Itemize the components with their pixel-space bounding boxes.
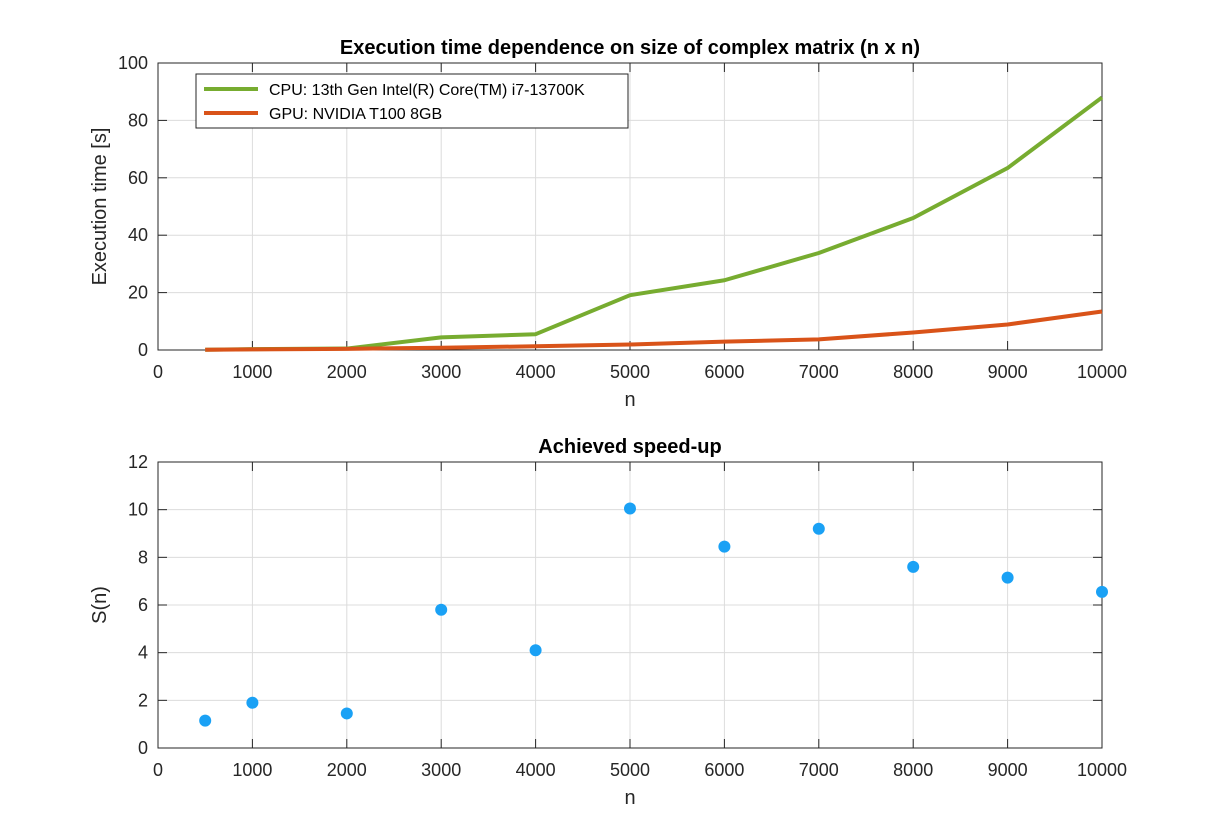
series-line-1 (205, 309, 1103, 352)
y-tick-label: 0 (138, 340, 148, 360)
y-tick-label: 40 (128, 225, 148, 245)
x-tick-label: 10000 (1077, 760, 1127, 780)
x-tick-label: 8000 (893, 362, 933, 382)
y-tick-label: 0 (138, 738, 148, 758)
x-tick-label: 7000 (799, 760, 839, 780)
data-point (812, 522, 825, 535)
x-tick-label: 9000 (988, 760, 1028, 780)
x-tick-label: 0 (153, 362, 163, 382)
x-tick-label: 0 (153, 760, 163, 780)
y-tick-label: 8 (138, 547, 148, 567)
x-axis-label: n (624, 787, 635, 809)
y-tick-label: 20 (128, 283, 148, 303)
y-tick-label: 12 (128, 452, 148, 472)
x-tick-label: 3000 (421, 760, 461, 780)
data-point (529, 644, 542, 657)
x-tick-label: 8000 (893, 760, 933, 780)
legend-label-1: GPU: NVIDIA T100 8GB (269, 106, 442, 123)
y-tick-label: 80 (128, 110, 148, 130)
data-point (907, 560, 920, 573)
x-tick-label: 2000 (327, 362, 367, 382)
data-point (1096, 585, 1108, 598)
x-tick-label: 6000 (704, 760, 744, 780)
x-axis-label: n (624, 389, 635, 411)
y-axis-label: Execution time [s] (89, 128, 111, 286)
x-tick-label: 6000 (704, 362, 744, 382)
speedup-plot: 0 1000 2000 3000 4000 5000 6000 7000 8000 9000 100… (89, 436, 1127, 809)
data-point (199, 714, 212, 727)
x-tick-label: 1000 (232, 760, 272, 780)
chart-title: Execution time dependence on size of com… (340, 37, 920, 59)
y-tick-label: 6 (138, 595, 148, 615)
y-tick-label: 10 (128, 500, 148, 520)
y-axis-label: S(n) (89, 586, 111, 624)
y-tick-label: 2 (138, 690, 148, 710)
data-point (435, 603, 448, 616)
execution-time-plot: 0 1000 2000 3000 4000 5000 6000 7000 8000 9000 100… (89, 37, 1127, 411)
x-tick-label: 4000 (516, 760, 556, 780)
data-point (246, 696, 259, 709)
x-tick-label: 4000 (516, 362, 556, 382)
data-point (718, 540, 731, 553)
y-tick-label: 100 (118, 53, 148, 73)
x-tick-label: 5000 (610, 362, 650, 382)
data-point (340, 707, 353, 720)
x-tick-label: 2000 (327, 760, 367, 780)
y-tick-label: 60 (128, 168, 148, 188)
chart-title: Achieved speed-up (538, 436, 721, 458)
data-point (624, 502, 636, 515)
x-tick-label: 9000 (988, 362, 1028, 382)
legend-label-0: CPU: 13th Gen Intel(R) Core(TM) i7-13700… (269, 82, 585, 99)
legend-box (195, 73, 629, 129)
x-tick-label: 1000 (232, 362, 272, 382)
y-tick-label: 4 (138, 643, 148, 663)
data-point (1001, 571, 1014, 584)
x-tick-label: 5000 (610, 760, 650, 780)
x-tick-label: 7000 (799, 362, 839, 382)
x-tick-label: 10000 (1077, 362, 1127, 382)
x-tick-label: 3000 (421, 362, 461, 382)
